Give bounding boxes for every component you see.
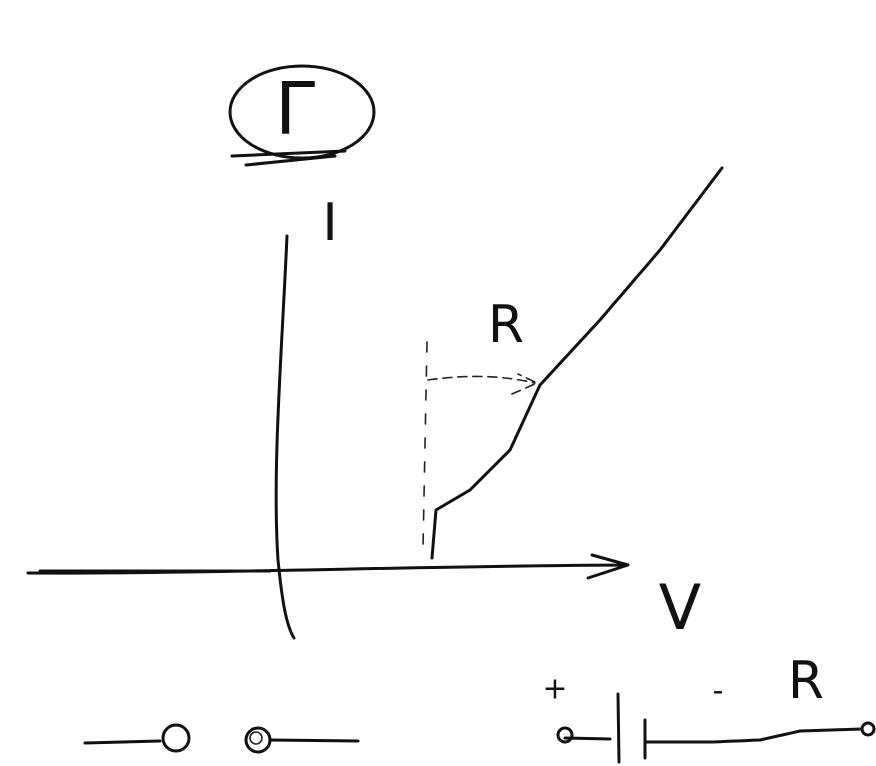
resistor-label: R: [788, 651, 824, 711]
current-label: I: [322, 193, 337, 253]
whiteboard: Γ I V R + - R: [0, 0, 876, 766]
plus-label: +: [542, 672, 567, 707]
background: [0, 0, 876, 766]
gamma-label: Γ: [275, 67, 315, 151]
resistor-lead: [800, 729, 862, 731]
minus-label: -: [713, 674, 724, 709]
resistance-label: R: [488, 295, 524, 355]
page: {"labels": {"gamma": "Γ", "current": "I"…: [0, 0, 876, 766]
voltage-label: V: [659, 571, 701, 644]
